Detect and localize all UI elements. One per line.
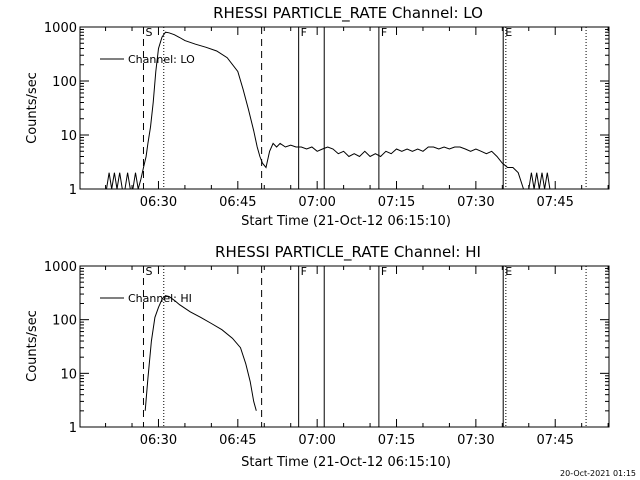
y-tick-label: 100: [52, 314, 77, 329]
y-tick-label: 10: [60, 367, 77, 382]
x-tick-label: 06:45: [219, 433, 256, 448]
marker-label: E: [505, 265, 512, 278]
x-tick-label: 07:30: [457, 195, 494, 210]
marker-label: F: [381, 26, 387, 39]
y-axis-label: Counts/sec: [25, 72, 40, 144]
series-line: [144, 295, 257, 411]
x-tick-label: 07:00: [298, 195, 335, 210]
x-axis-ticks: 06:30 06:45 07:00 07:15 07:30 07:45: [105, 266, 609, 448]
x-tick-label: 07:15: [378, 433, 415, 448]
y-tick-label: 1000: [44, 260, 77, 275]
x-tick-label: 06:30: [140, 195, 177, 210]
marker-label: F: [301, 26, 307, 39]
x-tick-label: 07:45: [536, 433, 573, 448]
marker-label: S: [145, 265, 152, 278]
y-axis-ticks: 1 10 100 1000: [44, 21, 609, 198]
y-axis-ticks: 1 10 100 1000: [44, 260, 609, 436]
x-axis-label: Start Time (21-Oct-12 06:15:10): [241, 455, 451, 470]
x-tick-label: 06:45: [219, 195, 256, 210]
y-axis-label: Counts/sec: [25, 310, 40, 382]
legend-label: Channel: LO: [128, 53, 195, 66]
x-tick-label: 07:45: [536, 195, 573, 210]
x-tick-label: 06:30: [140, 433, 177, 448]
legend: Channel: LO: [100, 53, 195, 66]
lo-channel-panel: RHESSI PARTICLE_RATE Channel: LO S F F E 06…: [25, 4, 610, 229]
y-tick-label: 100: [52, 75, 77, 90]
marker-label: S: [145, 26, 152, 39]
plot-frame: [79, 26, 610, 190]
x-tick-label: 07:15: [378, 195, 415, 210]
chart-title: RHESSI PARTICLE_RATE Channel: LO: [213, 4, 483, 23]
legend-label: Channel: HI: [128, 292, 192, 305]
chart-title: RHESSI PARTICLE_RATE Channel: HI: [215, 243, 481, 262]
hi-channel-panel: RHESSI PARTICLE_RATE Channel: HI S F F E 06…: [25, 243, 610, 470]
marker-label: F: [301, 265, 307, 278]
legend: Channel: HI: [100, 292, 192, 305]
plot-frame: [79, 265, 610, 428]
marker-label: E: [505, 26, 512, 39]
marker-label: F: [381, 265, 387, 278]
x-axis-label: Start Time (21-Oct-12 06:15:10): [241, 214, 451, 229]
x-axis-ticks: 06:30 06:45 07:00 07:15 07:30 07:45: [105, 27, 609, 210]
x-tick-label: 07:30: [457, 433, 494, 448]
series-line: [106, 31, 553, 190]
y-tick-label: 1000: [44, 21, 77, 36]
y-tick-label: 10: [60, 129, 77, 144]
x-tick-label: 07:00: [298, 433, 335, 448]
y-tick-label: 1: [69, 183, 77, 198]
y-tick-label: 1: [69, 421, 77, 436]
timestamp-stamp: 20-Oct-2021 01:15: [560, 469, 636, 478]
